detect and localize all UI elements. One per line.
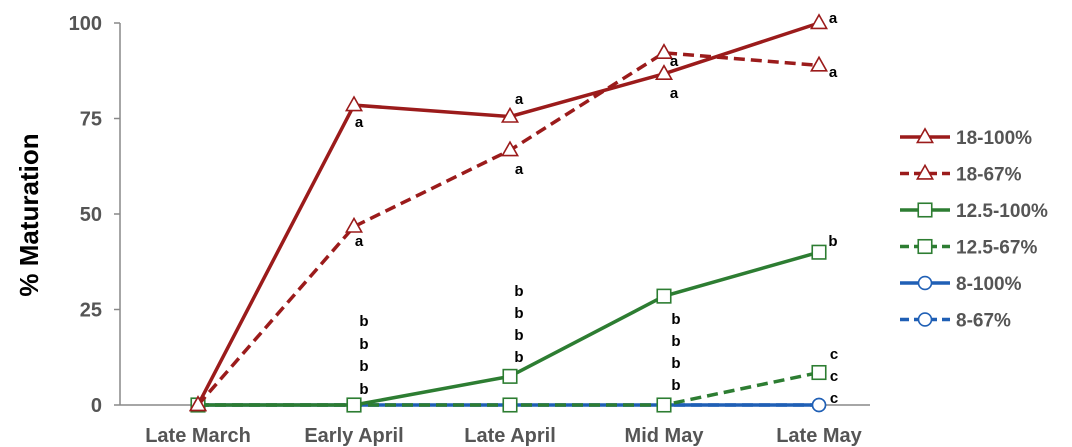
- series-18-67%: [188, 43, 829, 412]
- legend-label: 12.5-67%: [956, 238, 1037, 259]
- data-point: [809, 13, 829, 30]
- x-tick-label: Late April: [464, 425, 556, 447]
- legend-marker: [915, 163, 935, 180]
- legend-marker: [917, 312, 933, 327]
- legend-item: 8-100%: [900, 274, 1022, 295]
- data-point: [500, 140, 520, 157]
- series-12.5-100%: [190, 244, 827, 413]
- series-layer: [188, 13, 829, 413]
- significance-letter: b: [828, 233, 837, 250]
- legend-marker: [917, 202, 933, 218]
- data-point: [346, 397, 362, 413]
- data-point: [811, 364, 827, 381]
- y-tick-label: 50: [80, 204, 102, 226]
- data-point: [502, 397, 518, 413]
- significance-letter: b: [514, 349, 523, 366]
- series-18-100%: [188, 13, 829, 412]
- series-line: [196, 21, 820, 406]
- legend-item: 12.5-100%: [900, 201, 1048, 222]
- legend-label: 12.5-100%: [956, 201, 1048, 222]
- legend-label: 18-67%: [956, 165, 1022, 186]
- significance-letter: a: [670, 53, 679, 70]
- data-point: [656, 288, 672, 304]
- legend: 18-100% 18-67% 12.5-100% 12.5-67% 8-100% 8-67…: [900, 127, 1048, 332]
- legend-label: 8-100%: [956, 274, 1022, 295]
- significance-letter: b: [359, 358, 368, 375]
- significance-letter: b: [359, 336, 368, 353]
- significance-letter: a: [515, 161, 524, 178]
- data-point: [809, 55, 829, 72]
- x-tick-label: Early April: [304, 425, 403, 447]
- legend-item: 12.5-67%: [900, 238, 1037, 259]
- significance-letter: b: [514, 283, 523, 300]
- legend-item: 8-67%: [900, 311, 1011, 332]
- significance-letter: b: [359, 381, 368, 398]
- data-point: [654, 43, 674, 59]
- x-tick-label: Mid May: [625, 425, 705, 447]
- y-tick-label: 25: [80, 300, 102, 322]
- legend-label: 8-67%: [956, 311, 1011, 332]
- data-point: [344, 216, 364, 233]
- data-point: [654, 64, 674, 81]
- significance-letter: b: [671, 311, 680, 328]
- data-point: [656, 397, 672, 413]
- significance-letter: a: [355, 114, 364, 131]
- legend-item: 18-67%: [900, 163, 1022, 186]
- legend-marker: [917, 275, 933, 291]
- significance-letter: b: [514, 327, 523, 344]
- significance-letter: b: [514, 305, 523, 322]
- y-tick-label: 75: [80, 109, 102, 131]
- data-point: [811, 244, 827, 260]
- data-point: [500, 106, 520, 123]
- y-tick-label: 0: [91, 395, 102, 417]
- legend-marker: [915, 127, 935, 144]
- legend-item: 18-100%: [900, 127, 1032, 149]
- significance-letter: a: [829, 64, 838, 81]
- axes: 0 25 50 75 100 Late March Early April Late Apri…: [69, 13, 870, 447]
- significance-letter: a: [355, 233, 364, 250]
- data-point: [502, 368, 518, 384]
- significance-letter: b: [671, 355, 680, 372]
- y-axis-label: % Maturation: [14, 133, 44, 296]
- x-tick-label: Late May: [776, 425, 862, 447]
- significance-letter: c: [830, 346, 838, 363]
- data-point: [188, 395, 208, 412]
- significance-letter: a: [670, 85, 679, 102]
- significance-letter: b: [671, 377, 680, 394]
- x-tick-label: Late March: [145, 425, 251, 447]
- significance-letter: b: [671, 333, 680, 350]
- legend-marker: [917, 238, 933, 255]
- significance-letter: c: [830, 368, 838, 385]
- significance-letter: c: [830, 390, 838, 407]
- significance-letter: a: [829, 10, 838, 27]
- data-point: [811, 397, 827, 413]
- significance-letter: b: [359, 313, 368, 330]
- significance-letter: a: [515, 91, 524, 108]
- data-point: [344, 95, 364, 112]
- y-tick-label: 100: [69, 13, 102, 35]
- legend-label: 18-100%: [956, 128, 1032, 149]
